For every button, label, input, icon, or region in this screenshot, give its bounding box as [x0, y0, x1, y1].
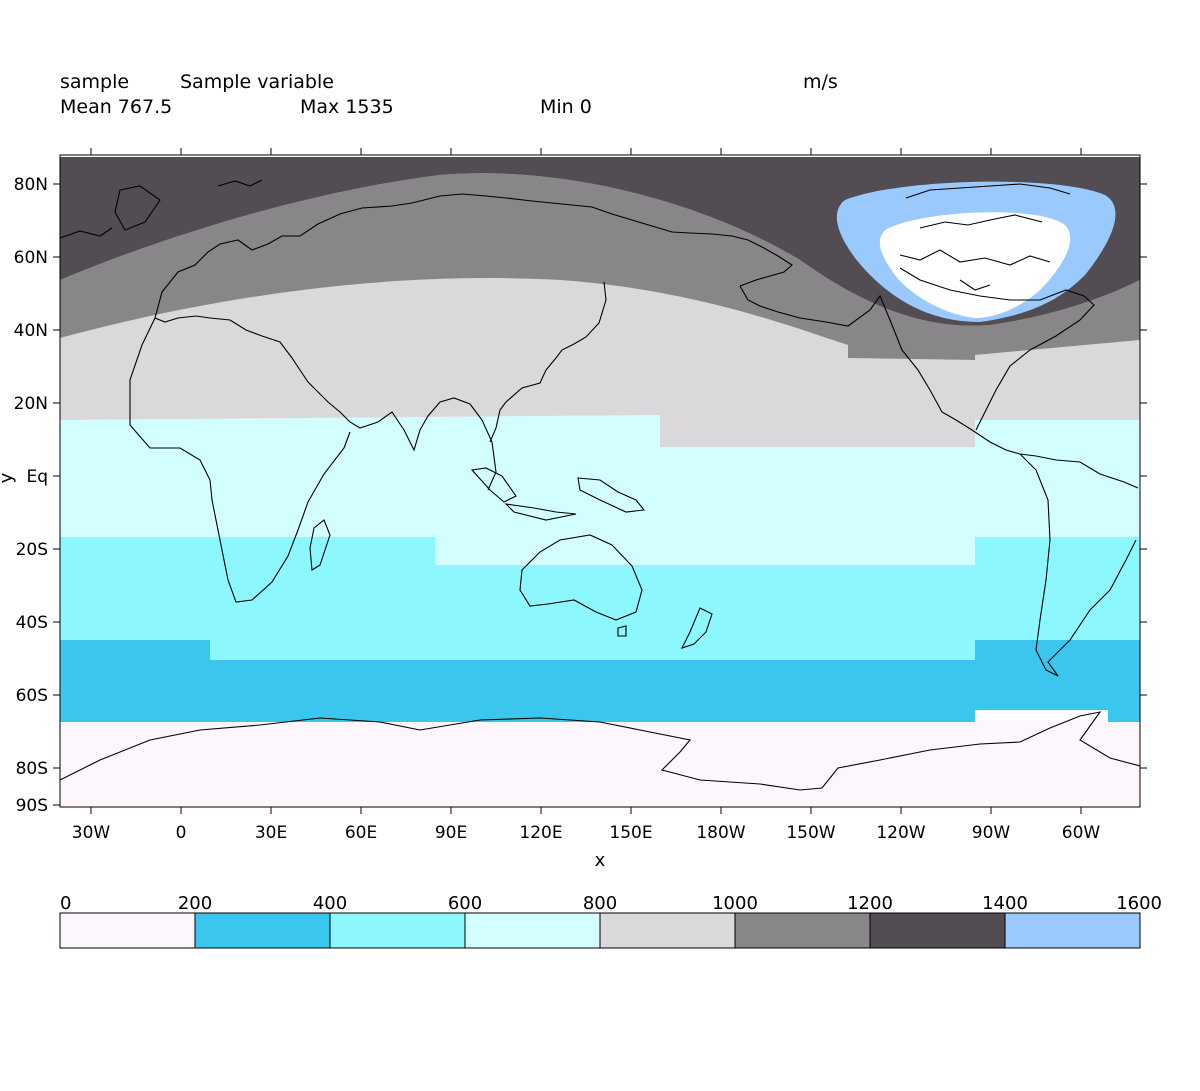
colorbar-tick-label: 600 — [448, 893, 482, 914]
band-400-600 — [60, 537, 1140, 660]
colorbar-tick-label: 0 — [60, 893, 71, 914]
colorbar-swatch — [329, 912, 466, 949]
lat-tick-label: 60N — [14, 248, 48, 268]
lat-tick-label: 80S — [16, 759, 48, 779]
lat-tick-label: 60S — [16, 686, 48, 706]
lat-tick-label: 20N — [14, 394, 48, 414]
band-600-800 — [60, 415, 1140, 565]
band-200-400 — [60, 640, 1140, 722]
mean-stat: Mean 767.5 — [60, 96, 173, 118]
colorbar-swatch — [59, 912, 196, 949]
variable-long-name: Sample variable — [180, 71, 334, 93]
map-field — [60, 157, 1140, 807]
colorbar-tick-label: 1200 — [847, 893, 893, 914]
lon-tick-label: 30W — [72, 823, 111, 843]
variable-units: m/s — [803, 71, 838, 93]
band-800-1000 — [60, 278, 1140, 447]
band-0-200 — [60, 720, 1140, 807]
colorbar-tick-label: 1000 — [712, 893, 758, 914]
colorbar-tick-label: 1400 — [982, 893, 1028, 914]
colorbar-tick-label: 1600 — [1116, 893, 1162, 914]
colorbar-swatch — [194, 912, 331, 949]
min-stat: Min 0 — [540, 96, 592, 118]
map-frame — [59, 154, 1141, 808]
x-axis-label: x — [595, 850, 606, 871]
lon-tick-label: 180W — [696, 823, 745, 843]
band-max-core — [879, 212, 1071, 318]
colorbar-swatch — [869, 912, 1006, 949]
lat-tick-label: 20S — [16, 540, 48, 560]
lon-tick-label: 120E — [519, 823, 562, 843]
colorbar-swatch — [734, 912, 871, 949]
lat-tick-label: 90S — [16, 796, 48, 816]
colorbar: 0 200 400 600 800 1000 1200 1400 1600 — [59, 893, 1162, 949]
lon-tick-label: 120W — [876, 823, 925, 843]
colorbar-swatch — [464, 912, 601, 949]
lon-tick-label: 150W — [786, 823, 835, 843]
variable-name: sample — [60, 71, 130, 93]
colorbar-swatch — [599, 912, 736, 949]
colorbar-tick-label: 200 — [178, 893, 212, 914]
lat-tick-label: Eq — [26, 467, 48, 487]
colorbar-tick-label: 800 — [583, 893, 617, 914]
lat-tick-label: 40N — [14, 321, 48, 341]
axis-ticks: 80N 60N 40N 20N Eq 20S 40S 60S 80S 90S 30W 0 30E 60E 9… — [14, 148, 1147, 843]
y-axis-label: y — [0, 472, 17, 483]
lon-tick-label: 90E — [435, 823, 467, 843]
colorbar-swatch — [1004, 912, 1141, 949]
lon-tick-label: 30E — [255, 823, 287, 843]
lon-tick-label: 90W — [972, 823, 1011, 843]
lon-tick-label: 0 — [176, 823, 187, 843]
coastlines — [60, 179, 1140, 791]
lon-tick-label: 60W — [1062, 823, 1101, 843]
max-stat: Max 1535 — [300, 96, 394, 118]
lon-tick-label: 60E — [345, 823, 377, 843]
band-1000-1200 — [60, 173, 1140, 360]
lon-tick-label: 150E — [609, 823, 652, 843]
colorbar-tick-label: 400 — [313, 893, 347, 914]
lat-tick-label: 80N — [14, 175, 48, 195]
lat-tick-label: 40S — [16, 613, 48, 633]
